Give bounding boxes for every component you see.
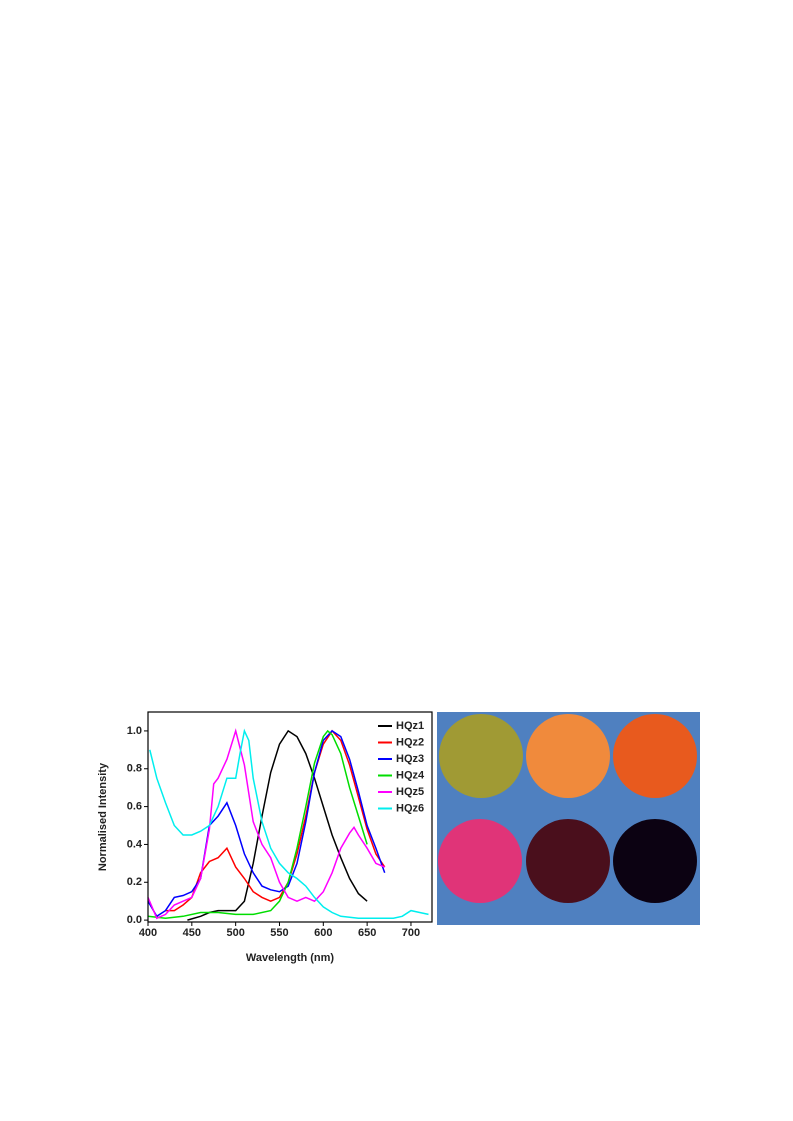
- sample-photo: [613, 819, 697, 903]
- legend-label: HQz6: [396, 802, 424, 814]
- series-line: [147, 729, 386, 918]
- y-tick-label: 0.2: [127, 876, 142, 888]
- x-tick-label: 500: [226, 927, 244, 939]
- legend-label: HQz2: [396, 736, 424, 748]
- sample-photo: [438, 819, 522, 903]
- y-axis-title: Normalised Intensity: [97, 762, 109, 871]
- x-tick-label: 700: [402, 927, 420, 939]
- x-tick-label: 400: [139, 927, 157, 939]
- sample-photo: [526, 714, 610, 798]
- x-tick-label: 600: [314, 927, 332, 939]
- chart: Wavelength (nm) Normalised Intensity 400…: [97, 711, 433, 964]
- legend-label: HQz5: [396, 786, 424, 798]
- legend-label: HQz1: [396, 720, 424, 732]
- legend-label: HQz4: [396, 769, 425, 781]
- x-tick-label: 550: [270, 927, 288, 939]
- series-line: [149, 728, 429, 919]
- y-tick-label: 0.8: [127, 763, 142, 775]
- y-tick-label: 0.0: [127, 914, 142, 926]
- x-axis-title: Wavelength (nm): [246, 952, 335, 964]
- series-line: [147, 728, 385, 920]
- x-tick-label: 450: [183, 927, 201, 939]
- x-tick-label: 650: [358, 927, 376, 939]
- legend-label: HQz3: [396, 753, 424, 765]
- y-tick-label: 0.6: [127, 801, 142, 813]
- y-tick-label: 1.0: [127, 725, 142, 737]
- series-line: [187, 729, 368, 921]
- y-tick-label: 0.4: [127, 838, 143, 850]
- photo-panel: [437, 712, 700, 925]
- plot-frame: [147, 711, 433, 923]
- sample-photo: [526, 819, 610, 903]
- series-line: [147, 729, 368, 919]
- sample-photo: [613, 714, 697, 798]
- sample-photo: [439, 714, 523, 798]
